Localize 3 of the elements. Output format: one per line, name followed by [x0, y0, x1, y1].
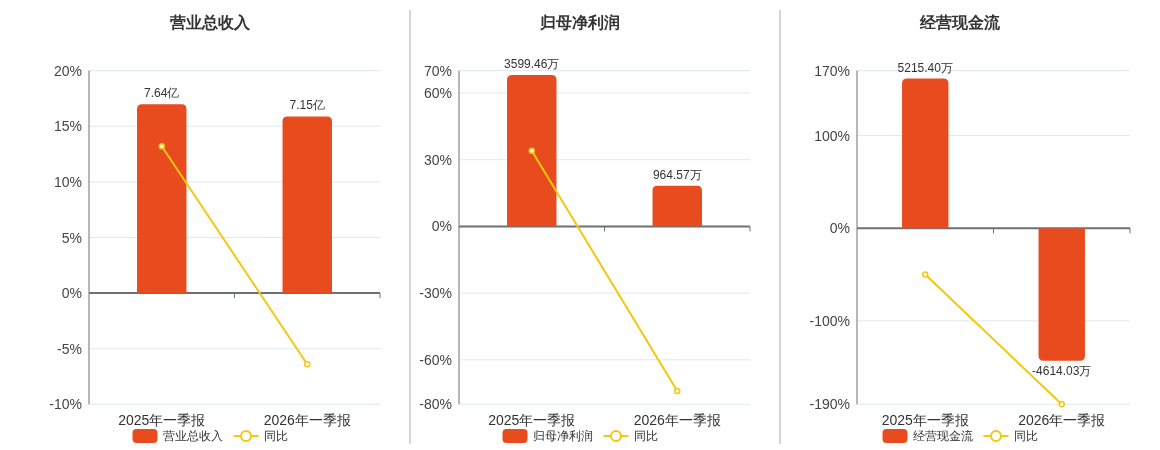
title: 经营现金流 — [920, 13, 1000, 31]
title: 归母净利润 — [540, 13, 620, 31]
title: 营业总收入 — [170, 13, 250, 31]
